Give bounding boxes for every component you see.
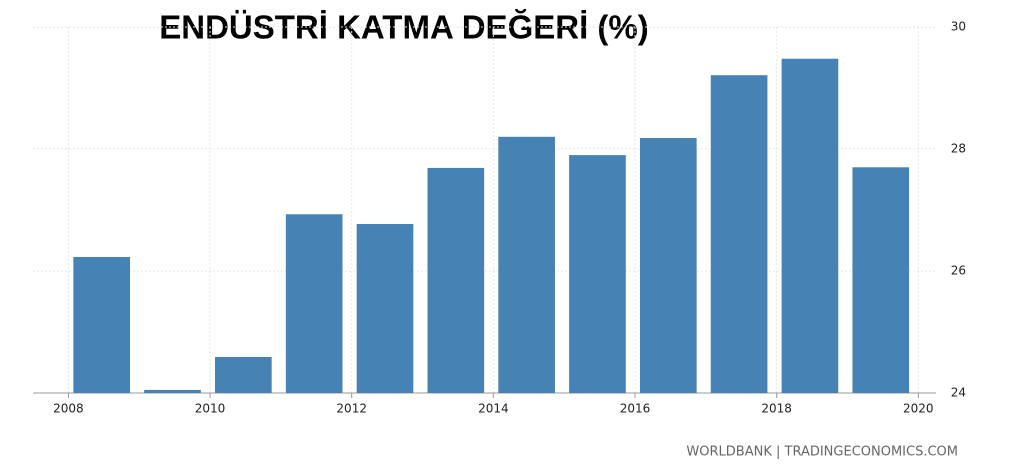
y-tick-label: 28: [951, 142, 966, 156]
bar: [73, 256, 131, 393]
bar: [852, 167, 910, 393]
x-tick-label: 2008: [53, 402, 84, 416]
source: WORLDBANK | TRADINGECONOMICS.COM: [686, 445, 958, 460]
y-tick-label: 24: [951, 386, 966, 400]
chart-title: ENDÜSTRİ KATMA DEĞERİ (%): [159, 9, 649, 46]
x-tick-label: 2018: [761, 402, 792, 416]
bar: [144, 389, 201, 393]
bar: [569, 155, 626, 393]
bar: [639, 138, 697, 393]
bar: [710, 75, 768, 393]
bar: [215, 357, 272, 393]
bar: [427, 167, 485, 393]
x-tick-label: 2014: [478, 402, 509, 416]
y-tick-label: 30: [951, 20, 966, 34]
bar: [356, 224, 414, 393]
x-tick-label: 2010: [195, 402, 226, 416]
y-tick-label: 26: [951, 264, 966, 278]
x-tick-label: 2012: [336, 402, 367, 416]
x-tick-label: 2020: [903, 402, 934, 416]
bar: [498, 136, 555, 394]
bar: [285, 214, 343, 393]
x-tick-label: 2016: [620, 402, 651, 416]
bar: [781, 58, 839, 393]
